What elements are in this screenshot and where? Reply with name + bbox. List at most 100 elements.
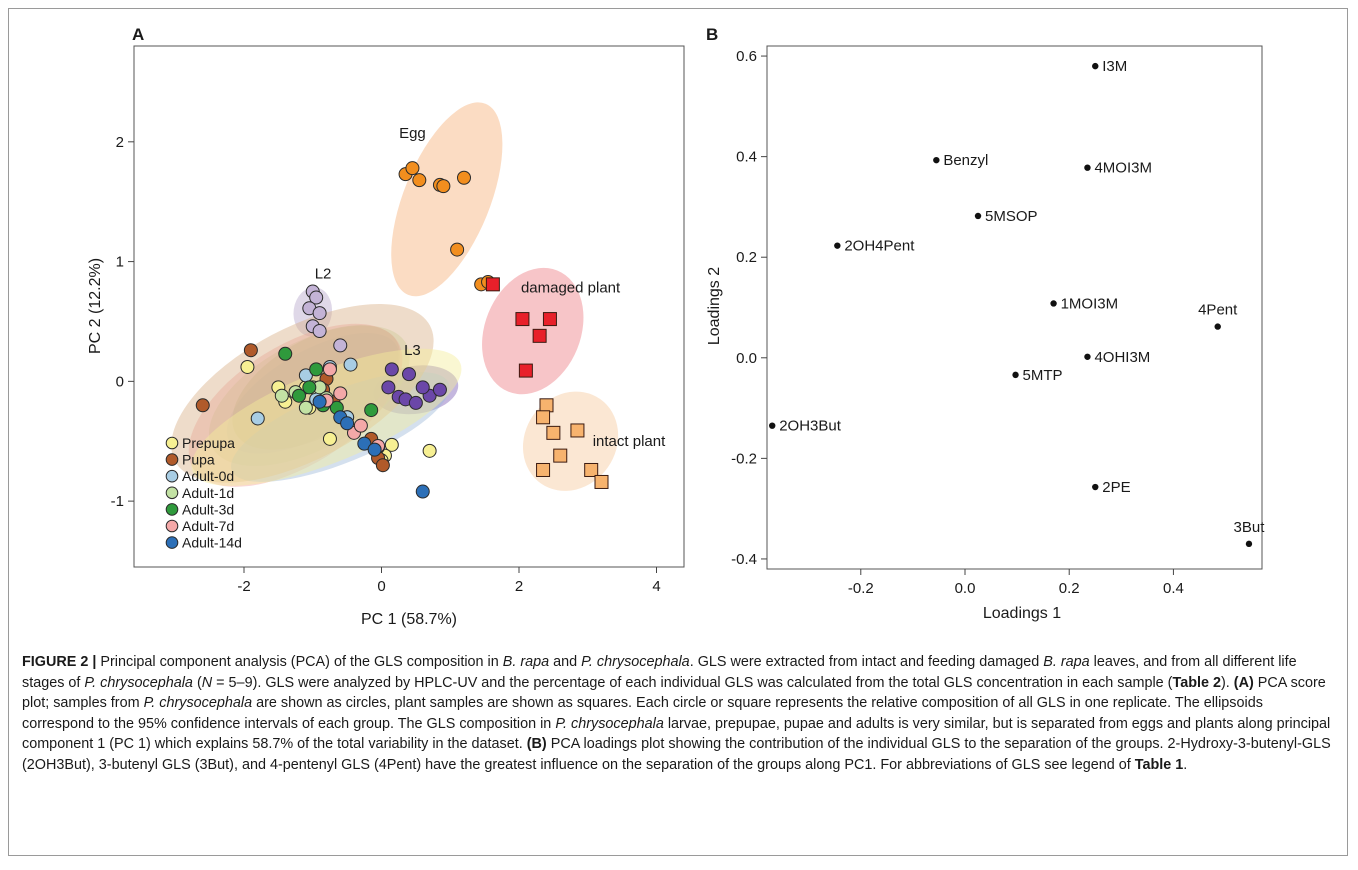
legend-marker-adult-3d [165, 503, 179, 516]
group-label-l2: L2 [315, 265, 332, 282]
point-prepupa [422, 443, 437, 458]
panel-a-group-labels: Egg L2 L3 damaged plant intact plant [315, 125, 666, 450]
panel-a-plot-area [133, 45, 685, 568]
point-prepupa [384, 437, 399, 452]
point-adult-14d [340, 416, 355, 431]
legend-label-adult-7d: Adult-7d [182, 518, 234, 534]
point-l3 [408, 395, 423, 410]
point-adult-14d [415, 484, 430, 499]
point-adult-7d [353, 418, 368, 433]
legend-marker-adult-7d [165, 519, 179, 533]
caption-segment: Table 1 [1134, 756, 1184, 773]
panel-a-ticks: -2 0 2 4 -1 0 1 2 [111, 134, 661, 595]
caption-segment: P. chrysocephala [84, 674, 193, 691]
point-adult-14d [357, 436, 372, 451]
loading-label-5mtp: 5MTP [1023, 367, 1063, 384]
y-tick-label: 0.4 [736, 149, 757, 166]
point-l2 [309, 290, 324, 305]
point-l3 [415, 380, 430, 395]
y-tick-label: 0.2 [736, 249, 757, 266]
caption-segment: . GLS were extracted from intact and fee… [689, 654, 1044, 670]
panel-a-legend: PrepupaPupaAdult-0dAdult-1dAdult-3dAdult… [165, 435, 242, 551]
point-prepupa [322, 431, 337, 446]
x-tick-label: 0.4 [1163, 580, 1184, 597]
legend-marker-adult-1d [165, 486, 179, 500]
loading-label-i3m: I3M [1102, 58, 1127, 75]
y-tick-label: 0.6 [736, 48, 757, 65]
point-l3 [402, 367, 416, 382]
legend-label-adult-0d: Adult-0d [182, 468, 234, 484]
x-tick-label: 0.2 [1059, 580, 1080, 597]
point-adult-1d [298, 400, 313, 415]
point-adult-14d [367, 442, 382, 457]
legend-label-adult-1d: Adult-1d [182, 485, 234, 501]
loading-point-3but [1245, 540, 1253, 548]
caption-body: Principal component analysis (PCA) of th… [22, 654, 1331, 773]
panel-a-points [195, 161, 609, 499]
legend-label-adult-3d: Adult-3d [182, 501, 234, 517]
caption-segment: B. rapa [502, 654, 550, 670]
point-adult-14d [312, 394, 327, 409]
point-pupa [243, 343, 258, 358]
point-adult-3d [364, 403, 379, 418]
point-damaged-plant [542, 312, 557, 327]
y-tick-label: -1 [111, 493, 124, 510]
loading-label-4ohi3m: 4OHI3M [1094, 349, 1150, 366]
panel-b-ticks: -0.2 0.0 0.2 0.4 -0.4 -0.2 0.0 0.2 0.4 0.6 [731, 48, 1184, 597]
loading-point-benzyl [933, 156, 940, 164]
group-label-egg: Egg [399, 125, 426, 142]
caption-segment: ). [1221, 674, 1234, 691]
x-tick-label: -0.2 [848, 580, 874, 597]
point-egg [405, 161, 420, 176]
loading-label-4pent: 4Pent [1198, 302, 1238, 319]
legend-marker-pupa [165, 453, 179, 466]
x-tick-label: 4 [652, 578, 660, 595]
loading-point-4pent [1214, 323, 1221, 330]
figure-frame [8, 8, 1348, 856]
panel-b-loadings-plot: I3M Benzyl 4MOI3M 5MSOP 2OH4Pent 1MOI3M 4Pent 4… [706, 45, 1265, 622]
figure-caption: FIGURE 2 | Principal component analysis … [22, 652, 1338, 776]
point-adult-0d [343, 357, 358, 372]
point-intact-plant [584, 462, 599, 477]
group-label-intact-plant: intact plant [593, 433, 666, 450]
caption-segment: P. chrysocephala [143, 695, 253, 712]
point-damaged-plant [532, 328, 547, 343]
loading-point-5msop [974, 212, 982, 220]
caption-lead: FIGURE 2 | [22, 654, 97, 670]
panel-b-plot-area [766, 45, 1263, 570]
caption-segment: N [201, 674, 213, 691]
caption-segment: P. chrysocephala [581, 654, 690, 670]
caption-segment: PCA loadings plot showing the contributi… [22, 736, 1331, 773]
loading-label-benzyl: Benzyl [943, 152, 988, 169]
y-tick-label: -0.4 [731, 551, 757, 568]
loading-label-5msop: 5MSOP [985, 208, 1038, 225]
point-intact-plant [536, 462, 551, 477]
caption-segment: . [1183, 756, 1188, 773]
point-l2 [333, 338, 348, 353]
ellipse-prepupa [191, 348, 462, 486]
ellipse-adult-1d [208, 325, 410, 466]
point-l3 [384, 362, 399, 377]
y-tick-label: -0.2 [731, 450, 757, 467]
panel-a-x-axis-label: PC 1 (58.7%) [361, 611, 457, 628]
loading-label-2oh3but: 2OH3But [779, 418, 842, 435]
point-intact-plant [594, 474, 609, 489]
loading-label-1moi3m: 1MOI3M [1061, 295, 1119, 312]
caption-segment: and [549, 654, 582, 670]
point-intact-plant [546, 425, 561, 440]
point-egg [436, 179, 451, 194]
y-tick-label: 0 [116, 373, 124, 390]
x-tick-label: 0.0 [955, 580, 976, 597]
point-l3 [381, 380, 396, 395]
loading-label-2pe: 2PE [1102, 479, 1130, 496]
caption-segment: PCA score plot; samples from [22, 674, 1326, 712]
ellipse-egg [391, 102, 503, 297]
point-intact-plant [536, 410, 551, 425]
x-tick-label: -2 [237, 578, 250, 595]
point-l3 [432, 382, 447, 397]
loading-point-i3m [1092, 62, 1099, 70]
point-prepupa [240, 359, 255, 374]
point-adult-0d [250, 411, 265, 426]
legend-marker-adult-14d [165, 536, 179, 549]
loading-point-2pe [1092, 483, 1099, 491]
